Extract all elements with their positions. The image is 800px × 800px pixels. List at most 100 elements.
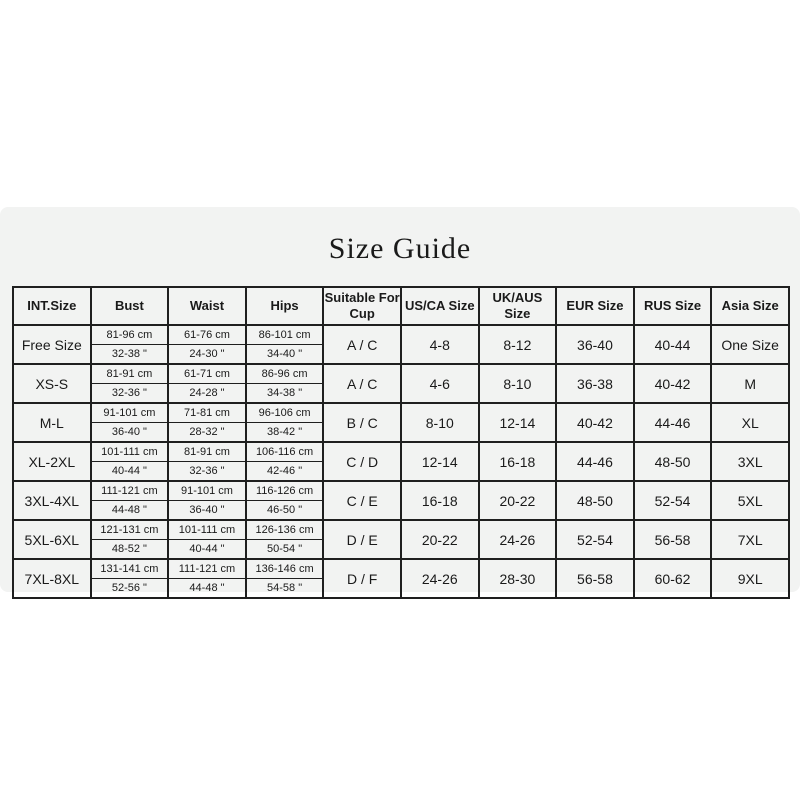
hips-cm-cell: 96-106 cm <box>244 402 325 423</box>
asia-size-cell: 7XL <box>710 519 790 560</box>
hips-in-cell: 34-40 " <box>244 344 325 365</box>
bust-in-cell: 52-56 " <box>89 578 170 599</box>
table-row: Free Size 81-96 cm 61-76 cm 86-101 cm A … <box>12 324 790 365</box>
eur-size-cell: 52-54 <box>555 519 635 560</box>
bust-cm-cell: 111-121 cm <box>89 480 170 501</box>
bust-cm-cell: 81-91 cm <box>89 363 170 384</box>
usca-size-cell: 24-26 <box>399 558 480 599</box>
usca-size-cell: 8-10 <box>399 402 480 443</box>
table-row: XS-S 81-91 cm 61-71 cm 86-96 cm A / C 4-… <box>12 363 790 404</box>
eur-size-cell: 48-50 <box>555 480 635 521</box>
waist-cm-cell: 101-111 cm <box>167 519 247 540</box>
bust-in-cell: 40-44 " <box>89 461 170 482</box>
table-row-inches: 32-36 " 24-28 " 34-38 " <box>13 383 789 404</box>
table-row-inches: 32-38 " 24-30 " 34-40 " <box>13 344 789 365</box>
rus-size-cell: 40-42 <box>632 363 713 404</box>
cup-cell: A / C <box>322 324 402 365</box>
hips-cm-cell: 86-101 cm <box>244 324 325 345</box>
table-row: 5XL-6XL 121-131 cm 101-111 cm 126-136 cm… <box>12 519 790 560</box>
bust-in-cell: 44-48 " <box>89 500 170 521</box>
hips-in-cell: 34-38 " <box>244 383 325 404</box>
bust-cm-cell: 81-96 cm <box>89 324 170 345</box>
waist-cm-cell: 81-91 cm <box>167 441 247 462</box>
bust-in-cell: 32-38 " <box>89 344 170 365</box>
usca-size-cell: 12-14 <box>399 441 480 482</box>
eur-size-cell: 36-38 <box>555 363 635 404</box>
column-header-hips: Hips <box>244 286 325 326</box>
bust-cm-cell: 101-111 cm <box>89 441 170 462</box>
waist-in-cell: 24-28 " <box>167 383 247 404</box>
column-header-asia: Asia Size <box>710 286 790 326</box>
usca-size-cell: 16-18 <box>399 480 480 521</box>
int-size-cell: M-L <box>12 402 92 443</box>
hips-cm-cell: 126-136 cm <box>244 519 325 540</box>
asia-size-cell: XL <box>710 402 790 443</box>
bust-cm-cell: 131-141 cm <box>89 558 170 579</box>
hips-in-cell: 46-50 " <box>244 500 325 521</box>
hips-cm-cell: 136-146 cm <box>244 558 325 579</box>
asia-size-cell: 3XL <box>710 441 790 482</box>
column-header-cup: Suitable For Cup <box>322 286 402 326</box>
bust-cm-cell: 121-131 cm <box>89 519 170 540</box>
hips-cm-cell: 106-116 cm <box>244 441 325 462</box>
column-header-usca: US/CA Size <box>399 286 480 326</box>
table-row-inches: 52-56 " 44-48 " 54-58 " <box>13 578 789 599</box>
waist-cm-cell: 61-71 cm <box>167 363 247 384</box>
waist-cm-cell: 111-121 cm <box>167 558 247 579</box>
eur-size-cell: 56-58 <box>555 558 635 599</box>
column-header-rus: RUS Size <box>632 286 713 326</box>
usca-size-cell: 20-22 <box>399 519 480 560</box>
usca-size-cell: 4-6 <box>399 363 480 404</box>
int-size-cell: 7XL-8XL <box>12 558 92 599</box>
waist-cm-cell: 71-81 cm <box>167 402 247 423</box>
column-header-eur: EUR Size <box>555 286 635 326</box>
ukaus-size-cell: 8-12 <box>477 324 558 365</box>
waist-in-cell: 24-30 " <box>167 344 247 365</box>
int-size-cell: 3XL-4XL <box>12 480 92 521</box>
int-size-cell: Free Size <box>12 324 92 365</box>
ukaus-size-cell: 16-18 <box>477 441 558 482</box>
column-header-ukaus: UK/AUS Size <box>477 286 558 326</box>
cup-cell: D / E <box>322 519 402 560</box>
bust-in-cell: 48-52 " <box>89 539 170 560</box>
hips-cm-cell: 86-96 cm <box>244 363 325 384</box>
usca-size-cell: 4-8 <box>399 324 480 365</box>
hips-in-cell: 42-46 " <box>244 461 325 482</box>
eur-size-cell: 36-40 <box>555 324 635 365</box>
int-size-cell: XS-S <box>12 363 92 404</box>
column-header-bust: Bust <box>89 286 170 326</box>
table-row: XL-2XL 101-111 cm 81-91 cm 106-116 cm C … <box>12 441 790 482</box>
waist-in-cell: 36-40 " <box>167 500 247 521</box>
waist-in-cell: 40-44 " <box>167 539 247 560</box>
bust-cm-cell: 91-101 cm <box>89 402 170 423</box>
table-row: 7XL-8XL 131-141 cm 111-121 cm 136-146 cm… <box>12 558 790 599</box>
hips-in-cell: 50-54 " <box>244 539 325 560</box>
header-row: INT.Size Bust Waist Hips Suitable For Cu… <box>12 286 790 326</box>
ukaus-size-cell: 12-14 <box>477 402 558 443</box>
column-header-waist: Waist <box>167 286 247 326</box>
bust-in-cell: 36-40 " <box>89 422 170 443</box>
rus-size-cell: 48-50 <box>632 441 713 482</box>
rus-size-cell: 44-46 <box>632 402 713 443</box>
cup-cell: B / C <box>322 402 402 443</box>
waist-in-cell: 32-36 " <box>167 461 247 482</box>
table-row: M-L 91-101 cm 71-81 cm 96-106 cm B / C 8… <box>12 402 790 443</box>
table-row: 3XL-4XL 111-121 cm 91-101 cm 116-126 cm … <box>12 480 790 521</box>
rus-size-cell: 60-62 <box>632 558 713 599</box>
column-header-int-size: INT.Size <box>12 286 92 326</box>
cup-cell: A / C <box>322 363 402 404</box>
waist-cm-cell: 61-76 cm <box>167 324 247 345</box>
ukaus-size-cell: 20-22 <box>477 480 558 521</box>
hips-in-cell: 54-58 " <box>244 578 325 599</box>
int-size-cell: 5XL-6XL <box>12 519 92 560</box>
asia-size-cell: M <box>710 363 790 404</box>
size-guide-table: INT.Size Bust Waist Hips Suitable For Cu… <box>12 286 790 599</box>
cup-cell: C / D <box>322 441 402 482</box>
eur-size-cell: 40-42 <box>555 402 635 443</box>
asia-size-cell: 9XL <box>710 558 790 599</box>
eur-size-cell: 44-46 <box>555 441 635 482</box>
asia-size-cell: 5XL <box>710 480 790 521</box>
waist-cm-cell: 91-101 cm <box>167 480 247 501</box>
hips-cm-cell: 116-126 cm <box>244 480 325 501</box>
page-title: Size Guide <box>328 232 472 265</box>
